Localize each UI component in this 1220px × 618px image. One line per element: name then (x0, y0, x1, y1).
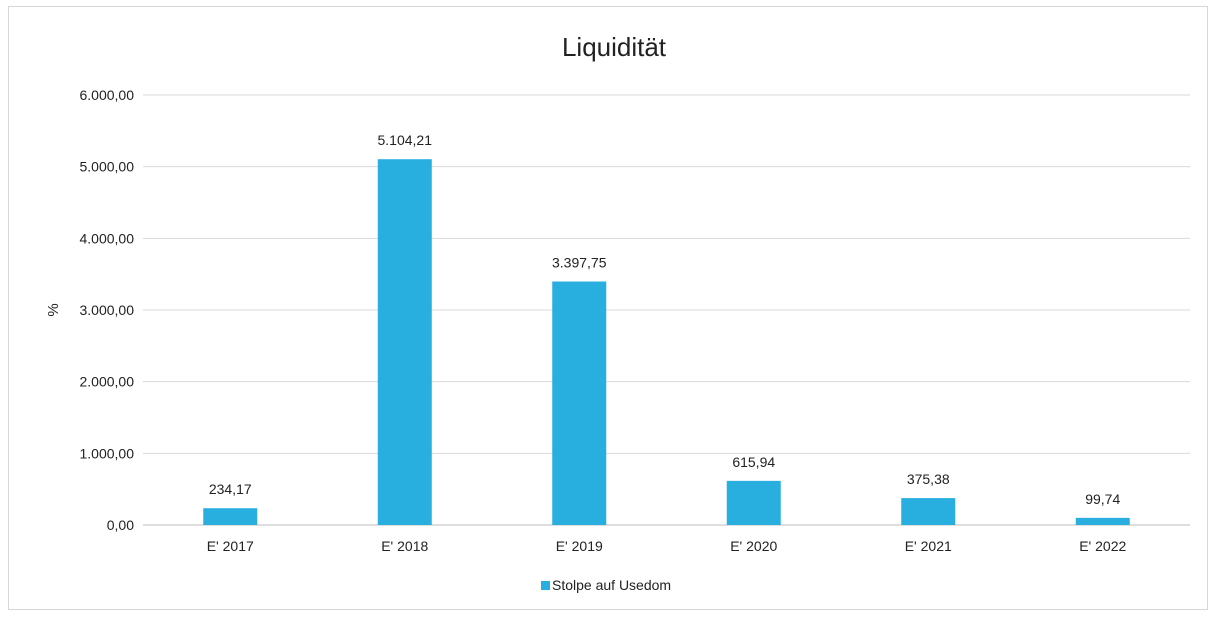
gridlines (143, 94, 1190, 526)
y-tick-label: 4.000,00 (80, 230, 135, 246)
x-tick-label: E' 2022 (1079, 538, 1126, 554)
data-label: 3.397,75 (552, 254, 607, 270)
bar (726, 480, 781, 525)
x-tick-label: E' 2020 (730, 538, 777, 554)
data-label: 375,38 (907, 471, 950, 487)
data-label: 615,94 (732, 454, 775, 470)
y-axis-label: % (45, 303, 62, 316)
y-tick-label: 0,00 (107, 517, 134, 533)
x-tick-label: E' 2018 (381, 538, 428, 554)
y-tick-label: 1.000,00 (80, 445, 135, 461)
x-tick-label: E' 2017 (207, 538, 254, 554)
legend-swatch (541, 581, 550, 590)
data-label: 234,17 (209, 481, 252, 497)
y-tick-label: 6.000,00 (80, 87, 135, 103)
y-tick-label: 3.000,00 (80, 302, 135, 318)
data-labels: 234,17 5.104,21 3.397,75 615,94 375,38 99,74 (209, 132, 1121, 507)
data-label: 5.104,21 (378, 132, 433, 148)
y-axis-ticks: 0,00 1.000,00 2.000,00 3.000,00 4.000,00 5.00… (80, 87, 135, 533)
bar (203, 508, 258, 525)
legend-label: Stolpe auf Usedom (552, 577, 671, 593)
bar (901, 498, 956, 525)
y-tick-label: 5.000,00 (80, 159, 135, 175)
chart-title: Liquidität (562, 32, 667, 62)
y-tick-label: 2.000,00 (80, 374, 135, 390)
bar (552, 281, 607, 525)
bar (377, 159, 432, 525)
legend: Stolpe auf Usedom (541, 577, 671, 593)
bars (203, 159, 1130, 525)
data-label: 99,74 (1085, 491, 1120, 507)
x-tick-label: E' 2019 (556, 538, 603, 554)
x-axis-ticks: E' 2017 E' 2018 E' 2019 E' 2020 E' 2021 E' 20… (207, 538, 1127, 554)
x-tick-label: E' 2021 (905, 538, 952, 554)
bar (1075, 517, 1130, 525)
